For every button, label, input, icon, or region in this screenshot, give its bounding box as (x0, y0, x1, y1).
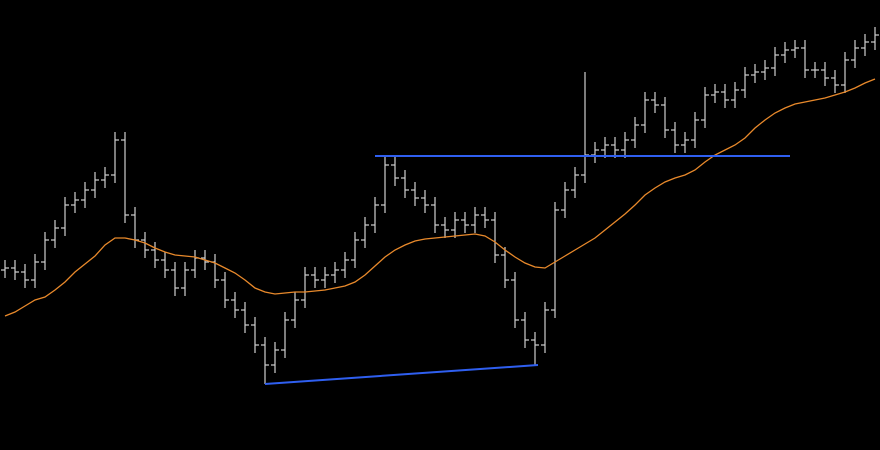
trend-line (264, 364, 539, 385)
moving-average (4, 78, 876, 317)
